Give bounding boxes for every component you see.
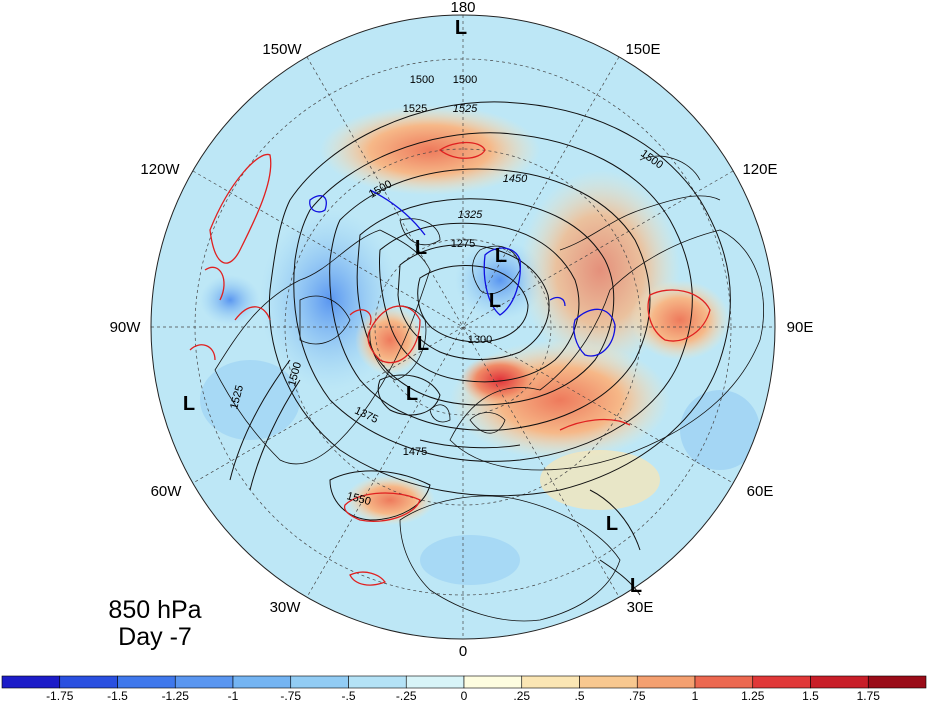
colorbar-swatch xyxy=(1,675,61,689)
lon-label-120e: 120E xyxy=(742,161,777,178)
colorbar-label: -.5 xyxy=(341,689,355,702)
colorbar-swatch xyxy=(59,675,118,689)
positive-anomaly-contours xyxy=(189,141,711,586)
lon-label-30e: 30E xyxy=(627,599,654,616)
colorbar-label: 1.75 xyxy=(857,689,881,702)
colorbar-label: -1 xyxy=(228,689,239,702)
colorbar-swatch xyxy=(694,675,754,689)
colorbar-label: .5 xyxy=(574,689,584,702)
pressure-level-title: 850 hPa xyxy=(108,596,201,624)
colorbar-swatch xyxy=(174,675,234,689)
colorbar-swatch xyxy=(232,675,292,689)
colorbar-swatch xyxy=(867,675,927,689)
map-border xyxy=(150,14,776,640)
colorbar-label: -1.25 xyxy=(162,689,190,702)
contour-label: 1500 xyxy=(410,74,434,86)
colorbar-swatch xyxy=(348,675,407,689)
low-marker: L xyxy=(455,17,467,39)
colorbar-label: 1 xyxy=(692,689,699,702)
day-title: Day -7 xyxy=(118,623,192,651)
lon-label-0: 0 xyxy=(459,643,467,660)
colorbar-label: -1.5 xyxy=(107,689,128,702)
negative-anomaly-contours xyxy=(309,189,616,357)
lon-label-30w: 30W xyxy=(270,599,302,616)
colorbar-label: 1.5 xyxy=(802,689,819,702)
lon-label-180: 180 xyxy=(450,0,475,16)
low-marker: L xyxy=(417,333,429,355)
low-marker: L xyxy=(406,383,418,405)
colorbar-label: -.75 xyxy=(280,689,301,702)
colorbar: -1.75 -1.5 -1.25 -1 -.75 -.5 -.25 0 .25 .5 .75 1 1.2… xyxy=(1,675,927,702)
lon-label-90e: 90E xyxy=(787,319,814,336)
colorbar-label: -.25 xyxy=(396,689,417,702)
contour-label: 1300 xyxy=(468,334,492,346)
low-marker: L xyxy=(489,290,501,312)
contour-label: 1450 xyxy=(503,173,528,185)
lon-label-150e: 150E xyxy=(625,41,660,58)
colorbar-label: 0 xyxy=(461,689,468,702)
graticule xyxy=(151,15,775,639)
anomaly-field xyxy=(151,15,775,639)
low-marker: L xyxy=(183,393,195,415)
colorbar-swatch xyxy=(752,675,811,689)
low-marker: L xyxy=(606,513,618,535)
low-marker: L xyxy=(415,237,427,259)
colorbar-swatch xyxy=(579,675,638,689)
colorbar-label: 1.25 xyxy=(741,689,765,702)
colorbar-swatch xyxy=(117,675,176,689)
colorbar-label: .75 xyxy=(629,689,646,702)
contour-label: 1275 xyxy=(451,238,475,250)
colorbar-swatch xyxy=(405,675,465,689)
contour-label: 1325 xyxy=(458,209,483,221)
contour-label: 1525 xyxy=(403,103,427,115)
low-marker: L xyxy=(630,575,642,597)
colorbar-swatch xyxy=(463,675,523,689)
contour-label: 1500 xyxy=(453,74,477,86)
longitude-labels: 180 150E 120E 90E 60E 30E 0 30W 60W 90W … xyxy=(110,0,814,660)
lon-label-150w: 150W xyxy=(262,41,302,58)
low-markers: L L L L L L L L L xyxy=(183,17,642,597)
colorbar-label: -1.75 xyxy=(46,689,74,702)
colorbar-swatch xyxy=(290,675,349,689)
lon-label-90w: 90W xyxy=(110,319,142,336)
contour-label: 1475 xyxy=(403,446,427,458)
lon-label-60w: 60W xyxy=(151,483,183,500)
colorbar-swatch xyxy=(636,675,696,689)
colorbar-label: .25 xyxy=(513,689,530,702)
lon-label-60e: 60E xyxy=(747,483,774,500)
contour-label: 1525 xyxy=(453,103,478,115)
lon-label-120w: 120W xyxy=(140,161,180,178)
contour-labels: 1500 1500 1525 1525 1500 1450 1325 1500 … xyxy=(228,74,665,508)
colorbar-swatch xyxy=(810,675,869,689)
low-marker: L xyxy=(495,245,507,267)
colorbar-swatch xyxy=(521,675,580,689)
